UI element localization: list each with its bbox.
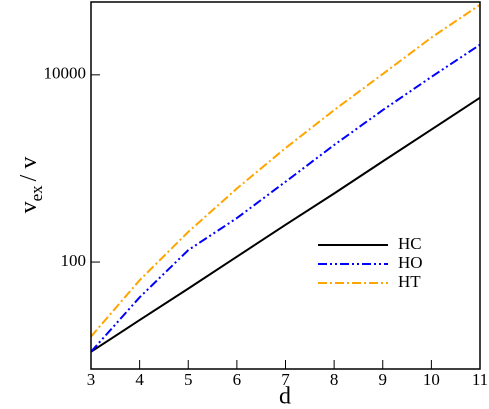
x-tick-label: 5 bbox=[184, 370, 193, 389]
x-tick-label: 10 bbox=[423, 370, 440, 389]
y-tick-label: 10000 bbox=[44, 64, 87, 83]
x-tick-label: 3 bbox=[87, 370, 96, 389]
x-tick-label: 4 bbox=[135, 370, 144, 389]
x-axis-label: d bbox=[279, 384, 291, 409]
legend-label: HT bbox=[398, 272, 421, 291]
y-label-sub: ex bbox=[27, 185, 46, 202]
x-tick-label: 7 bbox=[281, 370, 290, 389]
y-axis-label: vex / v bbox=[16, 157, 46, 214]
x-tick-label: 6 bbox=[233, 370, 242, 389]
line-series bbox=[91, 96, 480, 353]
y-tick-label: 100 bbox=[61, 251, 87, 270]
y-label-main: v bbox=[16, 201, 42, 213]
line-series bbox=[91, 43, 480, 353]
legend-label: HC bbox=[398, 234, 422, 253]
legend-label: HO bbox=[398, 253, 423, 272]
line-series bbox=[91, 3, 480, 338]
plot-frame bbox=[90, 1, 481, 370]
x-tick-label: 9 bbox=[379, 370, 388, 389]
y-label-rest: / v bbox=[16, 157, 42, 182]
x-tick-label: 11 bbox=[472, 370, 488, 389]
x-tick-label: 8 bbox=[330, 370, 339, 389]
